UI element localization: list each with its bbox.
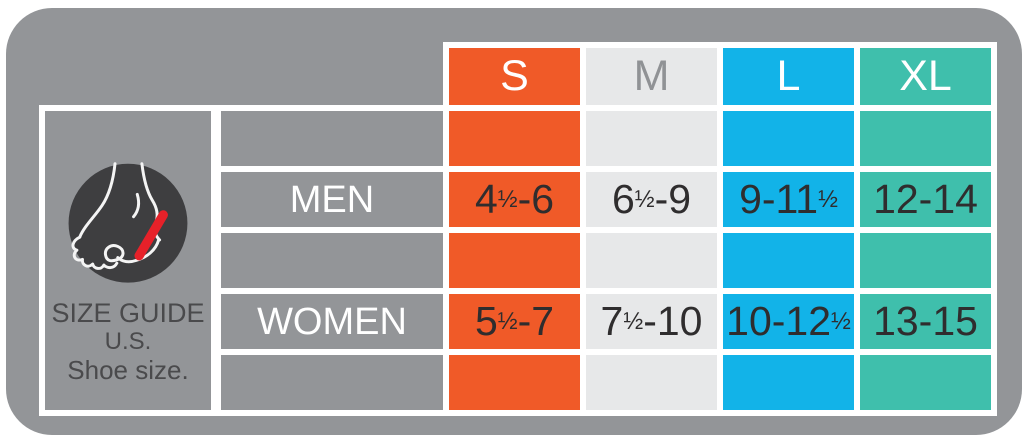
legend-cell: SIZE GUIDE U.S. Shoe size.: [45, 111, 211, 410]
cell-women-s: 5 ½ -7: [449, 294, 580, 349]
legend-region: U.S.: [104, 327, 152, 355]
cell-men-m: 6 ½ -9: [586, 172, 717, 227]
spacer-cell-s: [449, 355, 580, 410]
size-header-m: M: [586, 48, 717, 105]
spacer-cell-m: [586, 355, 717, 410]
row-label-spacer: [221, 355, 443, 410]
size-header-xl: XL: [860, 48, 991, 105]
spacer-cell-xl: [860, 355, 991, 410]
cell-women-l: 10-12 ½: [723, 294, 854, 349]
cell-men-s: 4 ½ -6: [449, 172, 580, 227]
row-label-spacer: [221, 233, 443, 288]
spacer-cell-xl: [860, 233, 991, 288]
board-background: S M L XL: [6, 8, 1022, 435]
spacer-cell-xl: [860, 111, 991, 166]
spacer-cell-s: [449, 111, 580, 166]
row-label-men: MEN: [221, 172, 443, 227]
spacer-cell-l: [723, 111, 854, 166]
foot-measure-icon: [68, 162, 188, 283]
size-header-row: S M L XL: [449, 48, 991, 105]
spacer-cell-m: [586, 233, 717, 288]
cell-men-xl: 12-14: [860, 172, 991, 227]
size-header-s: S: [449, 48, 580, 105]
legend-caption: Shoe size.: [67, 354, 189, 385]
row-label-spacer: [221, 111, 443, 166]
cell-women-xl: 13-15: [860, 294, 991, 349]
size-header-l: L: [723, 48, 854, 105]
spacer-cell-l: [723, 233, 854, 288]
spacer-cell-m: [586, 111, 717, 166]
cell-women-m: 7 ½ -10: [586, 294, 717, 349]
row-label-women: WOMEN: [221, 294, 443, 349]
spacer-cell-l: [723, 355, 854, 410]
legend-title: SIZE GUIDE: [51, 298, 205, 328]
cell-men-l: 9-11 ½: [723, 172, 854, 227]
spacer-cell-s: [449, 233, 580, 288]
